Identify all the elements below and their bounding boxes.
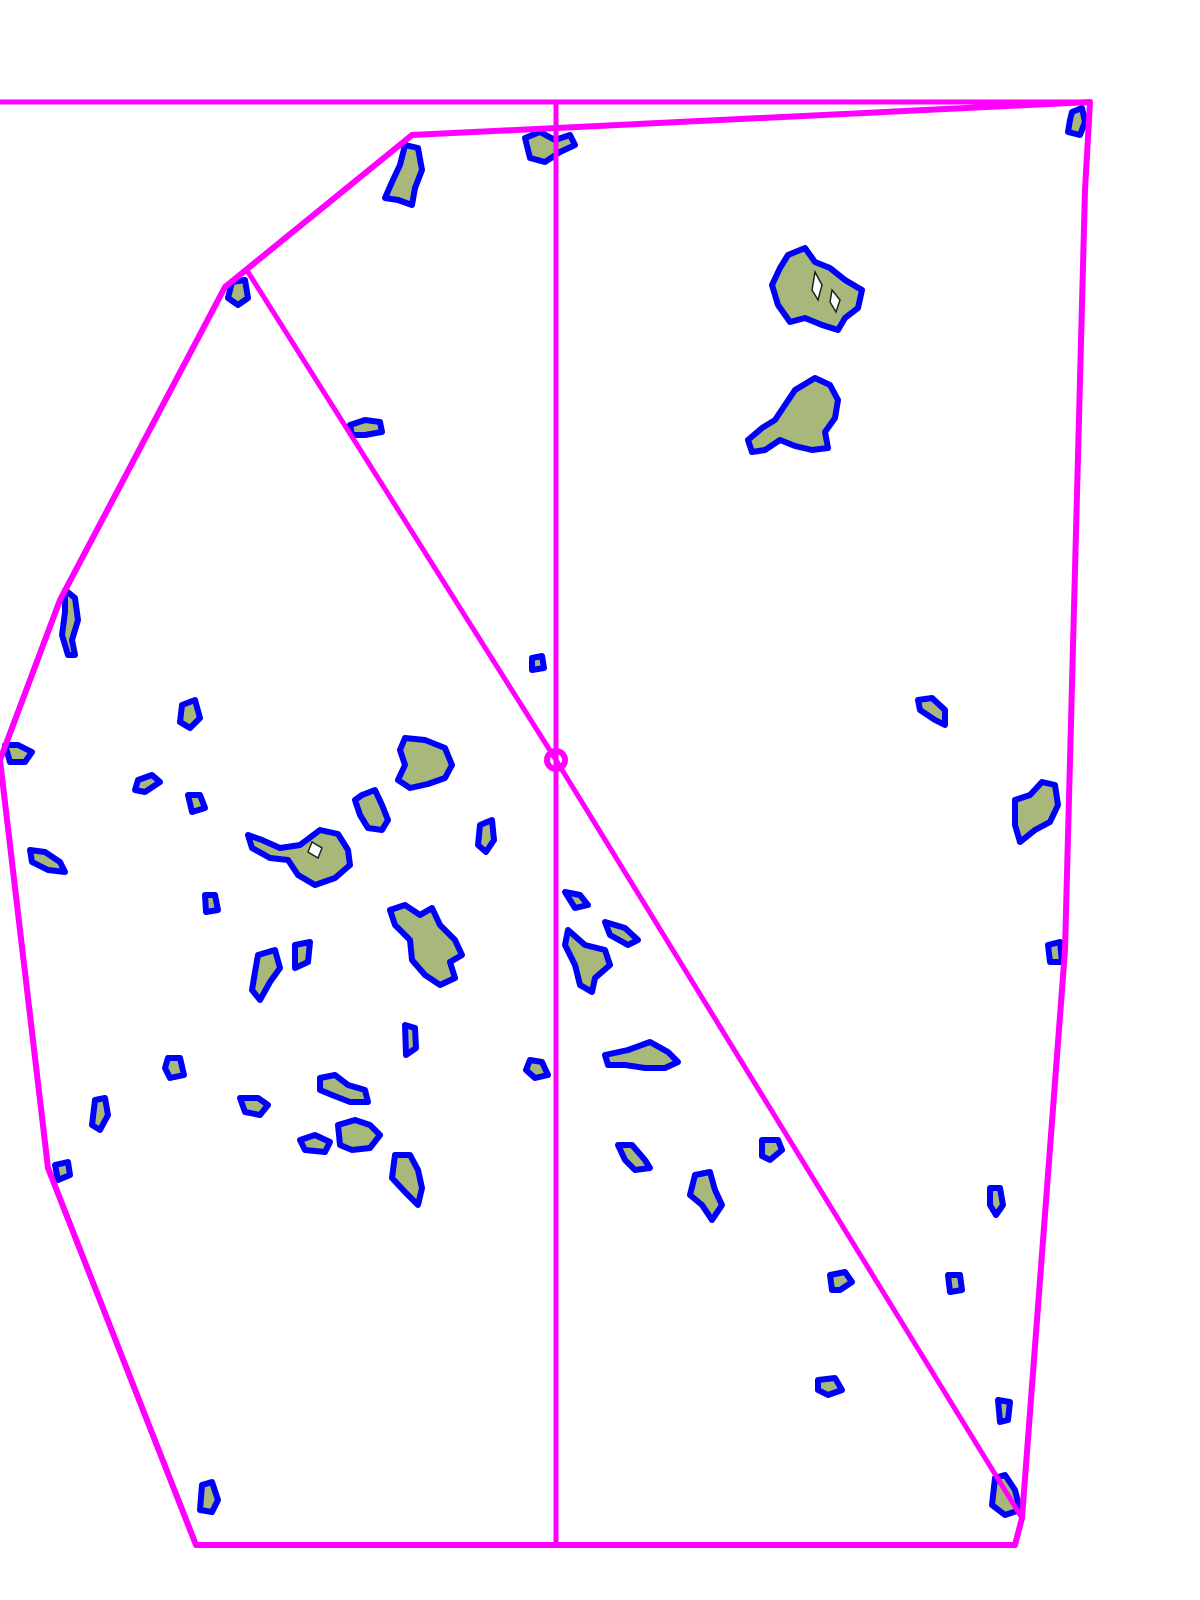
vegetation-patch	[523, 1057, 551, 1081]
vegetation-patch	[89, 1095, 111, 1133]
vegetation-patch	[177, 697, 203, 731]
polygon-boundary	[0, 99, 1093, 1548]
vegetation-patch	[59, 587, 81, 658]
vegetation-patch	[1045, 939, 1065, 965]
vegetation-patch	[402, 1022, 419, 1058]
vegetation-gap	[829, 288, 841, 314]
intersection-marker	[544, 748, 568, 772]
vegetation-patch	[52, 1159, 73, 1183]
vegetation-patch-center	[245, 827, 353, 888]
vegetation-patch	[202, 892, 221, 915]
vegetation-patch	[27, 847, 68, 875]
vegetation-patch	[759, 1137, 785, 1163]
vegetation-patch	[687, 1169, 725, 1223]
vegetation-patch	[562, 927, 613, 995]
vegetation-patch-northeast-middle	[745, 375, 841, 455]
vegetation-patches	[2, 105, 1088, 1518]
vegetation-patch	[335, 1117, 383, 1153]
vegetation-patch	[317, 1072, 371, 1105]
vegetation-patch	[347, 417, 385, 438]
diagonal-divider	[245, 269, 1025, 1521]
vegetation-patch	[1065, 105, 1088, 138]
vegetation-patch	[1012, 779, 1061, 845]
vegetation-patch	[132, 772, 163, 795]
vegetation-patch	[185, 792, 208, 815]
vegetation-patch	[197, 1479, 221, 1515]
vegetation-patch	[389, 1152, 425, 1208]
vegetation-gap	[307, 840, 323, 860]
vegetation-patch	[292, 939, 313, 971]
vegetation-patch-center-small	[352, 787, 391, 833]
vegetation-patch	[602, 1039, 681, 1071]
vegetation-patch	[602, 919, 641, 948]
vegetation-patch	[915, 695, 948, 728]
vegetation-gap	[811, 269, 823, 302]
vegetation-patch	[995, 1397, 1013, 1425]
vegetation-patch-center-north	[395, 735, 455, 791]
vegetation-patch	[249, 947, 283, 1003]
vegetation-patch	[475, 817, 497, 855]
vegetation-patch	[162, 1055, 187, 1081]
vegetation-patch	[529, 653, 547, 673]
vegetation-patch-center-east	[387, 902, 465, 988]
boundary-lines	[0, 99, 1093, 1548]
vegetation-patch	[827, 1269, 855, 1293]
vegetation-patch	[815, 1375, 845, 1398]
vegetation-patch	[522, 129, 578, 165]
vegetation-patch	[562, 889, 591, 911]
vegetation-patch	[987, 1185, 1006, 1218]
vegetation-patch	[297, 1132, 333, 1155]
vegetation-patch	[237, 1095, 271, 1118]
vegetation-patch	[615, 1142, 653, 1173]
vegetation-patch	[2, 742, 35, 765]
vegetation-patch	[225, 277, 251, 308]
vegetation-patch	[382, 142, 425, 208]
vegetation-patch	[945, 1272, 965, 1295]
